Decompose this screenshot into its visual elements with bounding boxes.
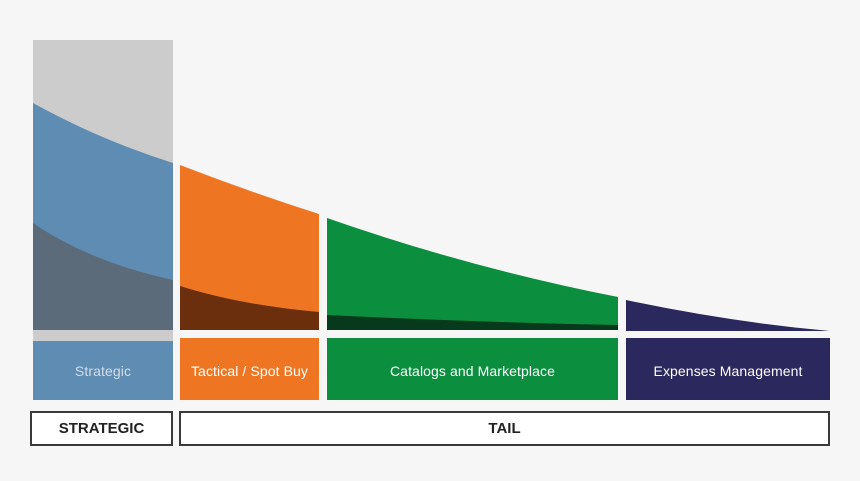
tail-group-box: TAIL — [179, 411, 830, 446]
expenses-management-label: Expenses Management — [653, 362, 803, 379]
catalogs-curve-area — [327, 218, 618, 330]
strategic-label-bar — [33, 341, 173, 400]
strategic-dark-area — [33, 223, 173, 330]
tactical-dark-area — [180, 286, 319, 330]
tactical-curve-area — [180, 165, 319, 330]
tactical-label-bar — [180, 338, 319, 400]
catalogs-marketplace-label: Catalogs and Marketplace — [389, 362, 556, 379]
strategic-group-box: STRATEGIC — [30, 411, 173, 446]
tactical-spot-buy-label: Tactical / Spot Buy — [190, 362, 309, 379]
strategic-label: Strategic — [74, 362, 132, 379]
expenses-label-bar — [626, 338, 830, 400]
expenses-curve-area — [626, 300, 830, 331]
catalogs-label-bar — [327, 338, 618, 400]
catalogs-dark-area — [327, 315, 618, 330]
strategic-baseline-strip — [33, 330, 173, 341]
